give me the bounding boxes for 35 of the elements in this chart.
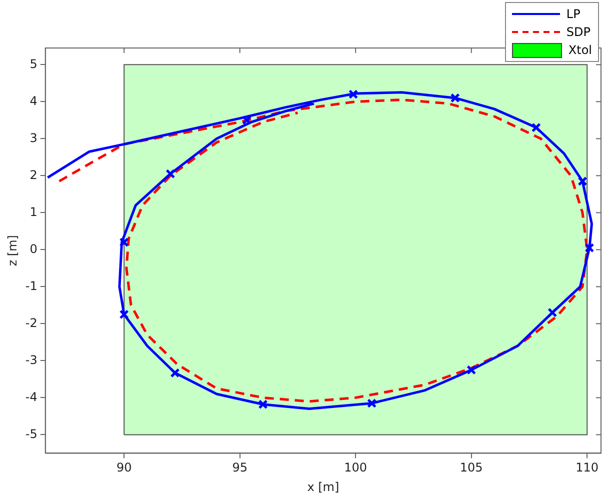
y-tick-label: 0 xyxy=(30,242,38,256)
point xyxy=(578,176,588,186)
point xyxy=(531,122,541,132)
point xyxy=(466,365,476,375)
x-tick-label: 100 xyxy=(344,460,368,475)
y-tick-label: -5 xyxy=(25,426,38,441)
y-tick-label: -4 xyxy=(25,390,38,404)
point xyxy=(119,310,129,320)
y-tick-label: 2 xyxy=(30,168,38,182)
y-tick-label: 3 xyxy=(30,130,38,145)
legend-label: LP xyxy=(566,7,580,21)
x-tick-label: 95 xyxy=(232,460,248,475)
point xyxy=(166,169,176,179)
legend-label: Xtol xyxy=(568,43,592,57)
point xyxy=(548,308,558,318)
point xyxy=(242,115,252,125)
point xyxy=(119,237,129,248)
y-axis-title: z [m] xyxy=(5,235,20,266)
y-tick-label: -3 xyxy=(25,352,38,367)
point xyxy=(348,89,358,100)
x-axis-title: x [m] xyxy=(307,480,340,494)
point xyxy=(367,398,377,408)
point xyxy=(170,368,180,378)
point xyxy=(258,400,268,410)
legend-label: SDP xyxy=(566,25,590,39)
y-tick-label: -1 xyxy=(25,278,38,293)
x-tick-label: 90 xyxy=(116,460,132,475)
y-tick-label: 5 xyxy=(30,56,38,71)
x-tick-label: 105 xyxy=(460,460,483,475)
x-tick-label: 110 xyxy=(576,460,599,475)
point xyxy=(450,93,460,103)
y-tick-label: 1 xyxy=(30,204,38,219)
point xyxy=(584,243,594,253)
y-tick-label: 4 xyxy=(30,94,38,108)
y-tick-label: -2 xyxy=(25,316,38,330)
